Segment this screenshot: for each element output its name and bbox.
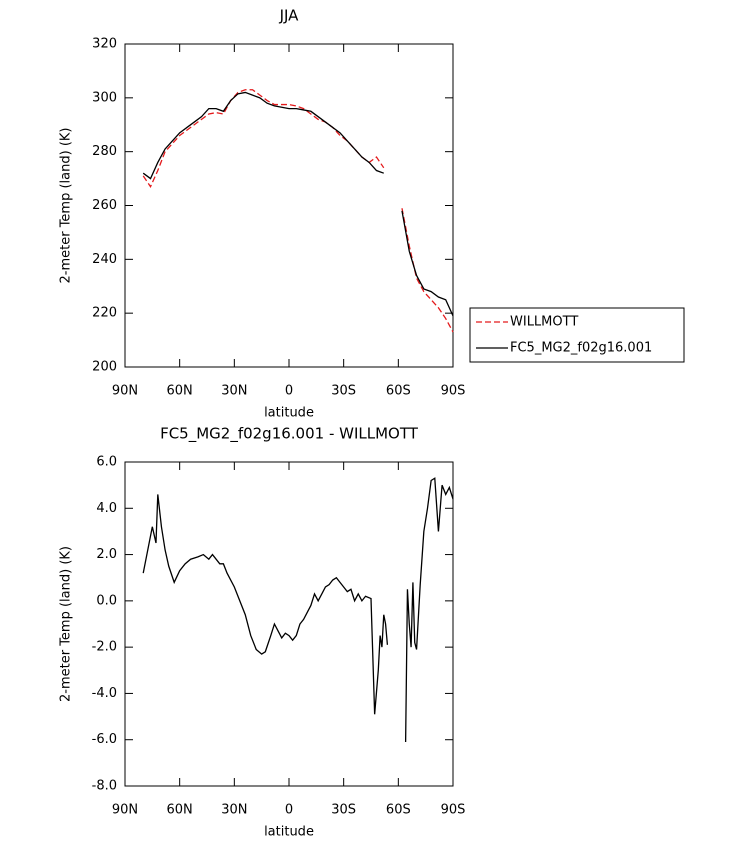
x-tick-label: 60N <box>167 384 193 399</box>
y-axis-label: 2-meter Temp (land) (K) <box>59 128 74 284</box>
legend-label: WILLMOTT <box>510 315 578 330</box>
plot-frame <box>124 43 454 368</box>
x-tick-label: 30N <box>221 803 247 818</box>
y-tick-label: 200 <box>92 360 117 375</box>
y-tick-label: 6.0 <box>96 455 117 470</box>
x-tick-label: 60S <box>386 803 411 818</box>
chart-title: FC5_MG2_f02g16.001 - WILLMOTT <box>160 425 419 444</box>
data-line <box>142 91 454 317</box>
x-tick-label: 60N <box>167 803 193 818</box>
legend-label: FC5_MG2_f02g16.001 <box>510 341 652 356</box>
y-tick-label: 220 <box>92 306 117 321</box>
legend-box <box>469 307 685 363</box>
y-tick-label: 320 <box>92 37 117 52</box>
x-tick-label: 90N <box>112 803 138 818</box>
x-tick-label: 30S <box>331 803 356 818</box>
data-line <box>142 477 454 743</box>
y-axis-label: 2-meter Temp (land) (K) <box>59 546 74 702</box>
x-tick-label: 30S <box>331 384 356 399</box>
x-tick-label: 0 <box>285 803 293 818</box>
plot-frame <box>124 461 454 787</box>
y-tick-label: 240 <box>92 252 117 267</box>
y-tick-label: -2.0 <box>92 640 117 655</box>
x-tick-label: 90S <box>441 384 466 399</box>
x-tick-label: 90S <box>441 803 466 818</box>
x-axis-label: latitude <box>264 825 314 840</box>
x-tick-label: 30N <box>221 384 247 399</box>
y-tick-label: -6.0 <box>92 732 117 747</box>
x-tick-label: 0 <box>285 384 293 399</box>
y-tick-label: 4.0 <box>96 501 117 516</box>
y-tick-label: 260 <box>92 198 117 213</box>
y-tick-label: 2.0 <box>96 547 117 562</box>
y-tick-label: -8.0 <box>92 779 117 794</box>
y-tick-label: -4.0 <box>92 686 117 701</box>
y-tick-label: 300 <box>92 90 117 105</box>
chart-title: JJA <box>279 7 300 25</box>
data-line <box>142 89 454 333</box>
x-tick-label: 60S <box>386 384 411 399</box>
y-tick-label: 0.0 <box>96 593 117 608</box>
x-axis-label: latitude <box>264 406 314 421</box>
y-tick-label: 280 <box>92 144 117 159</box>
x-tick-label: 90N <box>112 384 138 399</box>
